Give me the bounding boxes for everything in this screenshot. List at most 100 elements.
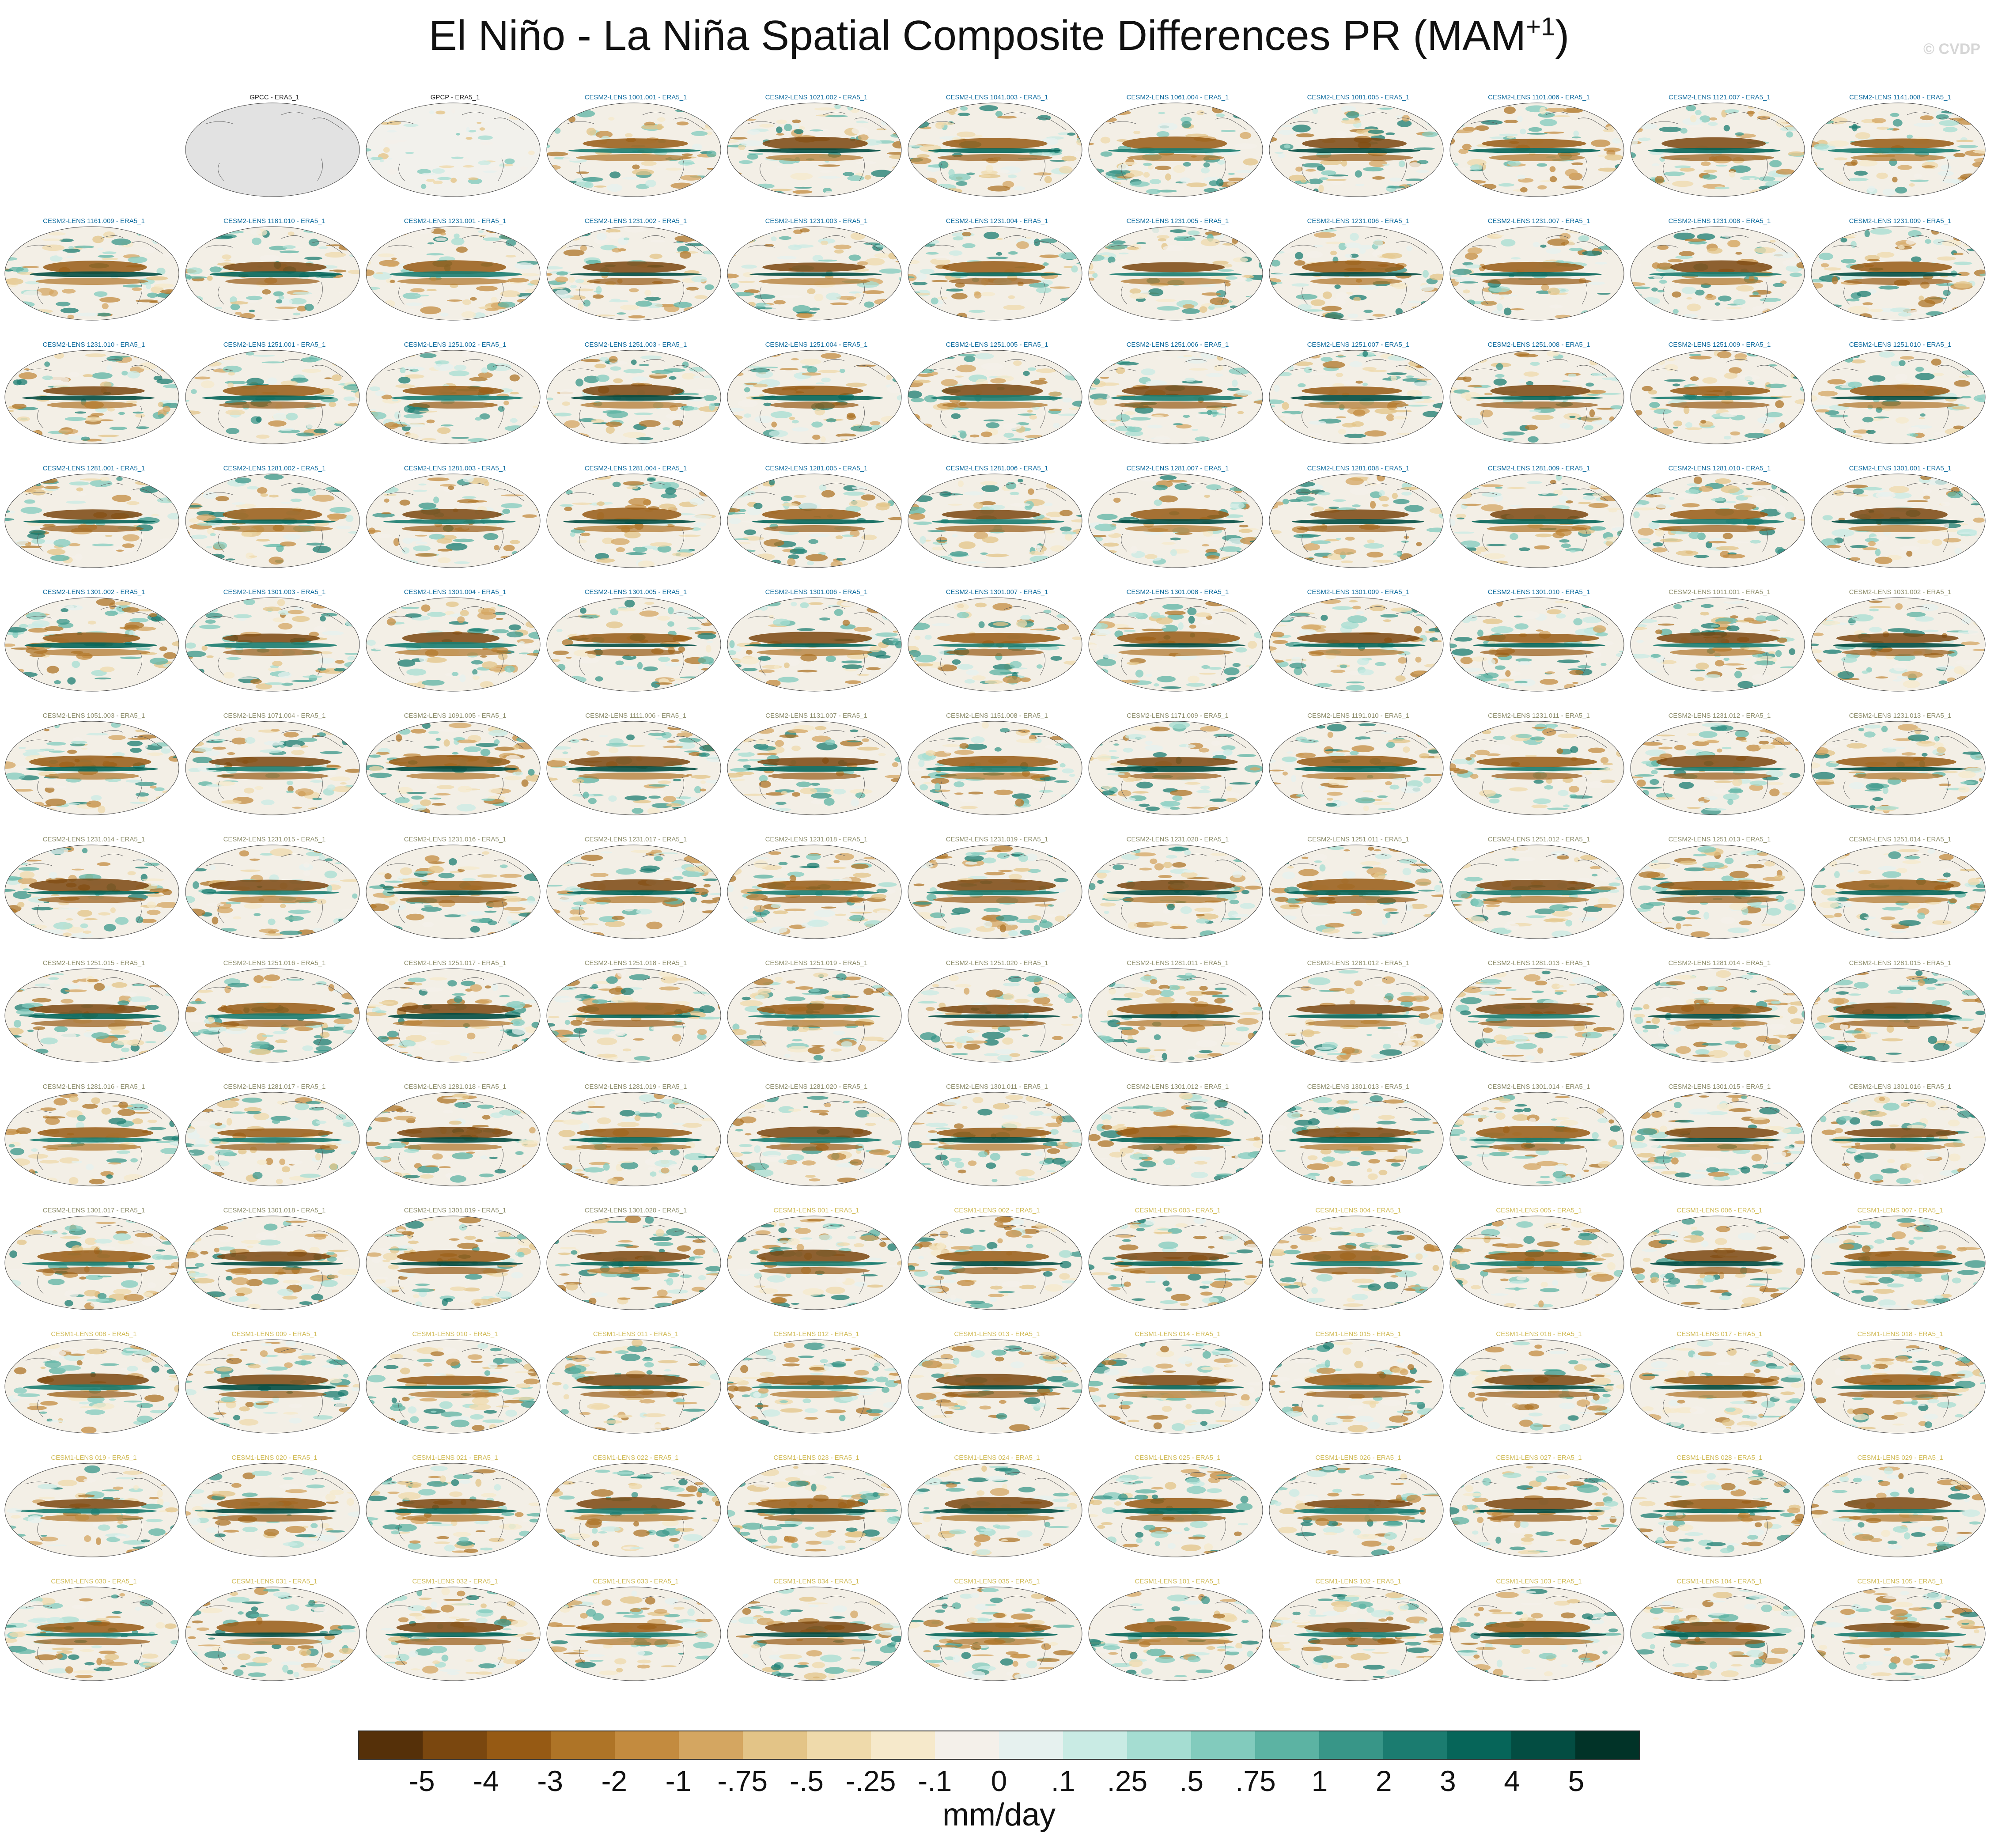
wet-anomaly-band	[1113, 643, 1246, 648]
anomaly-patch	[1895, 537, 1916, 539]
anomaly-patch	[1405, 375, 1414, 378]
anomaly-patch	[1090, 393, 1110, 400]
map-plot	[727, 102, 902, 197]
anomaly-patch	[983, 419, 1004, 422]
anomaly-patch	[1818, 390, 1838, 397]
map-plot	[4, 350, 179, 444]
wet-anomaly-band	[390, 271, 522, 277]
coastline	[386, 359, 524, 428]
anomaly-patch	[1417, 231, 1424, 235]
anomaly-patch	[949, 250, 963, 256]
anomaly-patch	[818, 164, 840, 167]
anomaly-patch	[1157, 122, 1178, 131]
anomaly-patch	[1422, 189, 1439, 192]
anomaly-patch	[1276, 239, 1285, 245]
anomaly-patch	[384, 230, 393, 232]
anomaly-patch	[1003, 432, 1014, 438]
anomaly-patch	[1426, 239, 1443, 246]
anomaly-patch	[1833, 355, 1850, 359]
panel-title: CESM2-LENS 1231.003 - ERA5_1	[765, 217, 868, 225]
anomaly-patch	[1972, 106, 1983, 110]
anomaly-patch	[1296, 133, 1315, 137]
anomaly-patch	[389, 603, 398, 611]
anomaly-patch	[504, 425, 528, 432]
anomaly-patch	[995, 111, 1003, 117]
anomaly-patch	[1233, 429, 1256, 436]
anomaly-patch	[580, 614, 599, 619]
panel-title: CESM2-LENS 1181.010 - ERA5_1	[223, 217, 325, 225]
map-plot	[1088, 102, 1263, 197]
anomaly-patch	[1233, 484, 1254, 487]
anomaly-patch	[5, 518, 15, 521]
anomaly-patch	[1517, 116, 1523, 122]
anomaly-patch	[1050, 286, 1070, 289]
anomaly-patch	[744, 413, 752, 418]
anomaly-patch	[993, 622, 1009, 626]
anomaly-patch	[280, 502, 292, 504]
anomaly-patch	[1272, 640, 1288, 644]
anomaly-patch	[924, 395, 938, 403]
map-outline	[4, 226, 179, 321]
anomaly-patch	[1544, 131, 1564, 134]
anomaly-patch	[1234, 143, 1257, 149]
anomaly-patch	[1393, 416, 1408, 420]
dry-anomaly-band	[35, 278, 148, 285]
anomaly-patch	[397, 227, 409, 236]
anomaly-patch	[807, 288, 816, 294]
map-panel: CESM2-LENS 1301.003 - ERA5_1	[184, 588, 365, 703]
panel-title: CESM2-LENS 1081.005 - ERA5_1	[1307, 94, 1410, 101]
anomaly-patch	[1586, 640, 1596, 645]
anomaly-patch	[1735, 132, 1744, 136]
anomaly-patch	[1298, 629, 1317, 636]
anomaly-patch	[204, 361, 222, 367]
dry-anomaly-band	[397, 278, 509, 285]
anomaly-patch	[697, 633, 716, 640]
anomaly-patch	[1686, 125, 1703, 128]
anomaly-patch	[1947, 491, 1963, 499]
anomaly-patch	[1288, 613, 1310, 617]
anomaly-patch	[1405, 405, 1428, 407]
wet-anomaly-band	[30, 271, 163, 277]
anomaly-patch	[387, 130, 397, 133]
anomaly-patch	[1484, 393, 1493, 395]
anomaly-patch	[205, 619, 216, 624]
anomaly-patch	[1275, 246, 1295, 253]
wet-anomaly-band	[203, 519, 336, 524]
anomaly-patch	[366, 553, 386, 557]
anomaly-patch	[1609, 612, 1623, 616]
anomaly-patch	[691, 515, 712, 519]
anomaly-patch	[1188, 368, 1208, 371]
anomaly-patch	[19, 372, 37, 379]
anomaly-patch	[1065, 300, 1080, 306]
anomaly-patch	[1167, 614, 1184, 620]
anomaly-patch	[1295, 488, 1311, 496]
anomaly-patch	[647, 478, 656, 482]
anomaly-patch	[931, 280, 949, 282]
map-plot	[908, 597, 1082, 692]
anomaly-patch	[412, 227, 434, 234]
anomaly-patch	[1523, 371, 1539, 377]
anomaly-patch	[1910, 179, 1929, 182]
anomaly-patch	[1379, 107, 1393, 110]
anomaly-patch	[892, 559, 901, 562]
anomaly-patch	[1825, 181, 1843, 185]
anomaly-patch	[528, 150, 535, 155]
anomaly-patch	[935, 556, 953, 564]
anomaly-patch	[974, 292, 982, 299]
anomaly-patch	[1071, 367, 1082, 371]
anomaly-patch	[684, 682, 697, 687]
anomaly-patch	[1672, 181, 1694, 187]
map-outline	[185, 226, 360, 321]
dry-anomaly-band	[1297, 632, 1420, 644]
anomaly-patch	[1144, 554, 1158, 559]
anomaly-patch	[482, 170, 497, 173]
anomaly-patch	[1653, 276, 1662, 279]
anomaly-patch	[1064, 552, 1078, 560]
anomaly-patch	[1201, 621, 1214, 625]
anomaly-patch	[508, 624, 521, 631]
anomaly-patch	[1699, 486, 1713, 492]
anomaly-patch	[6, 606, 11, 613]
anomaly-patch	[463, 165, 474, 168]
anomaly-patch	[1269, 545, 1278, 550]
anomaly-patch	[1640, 110, 1646, 115]
